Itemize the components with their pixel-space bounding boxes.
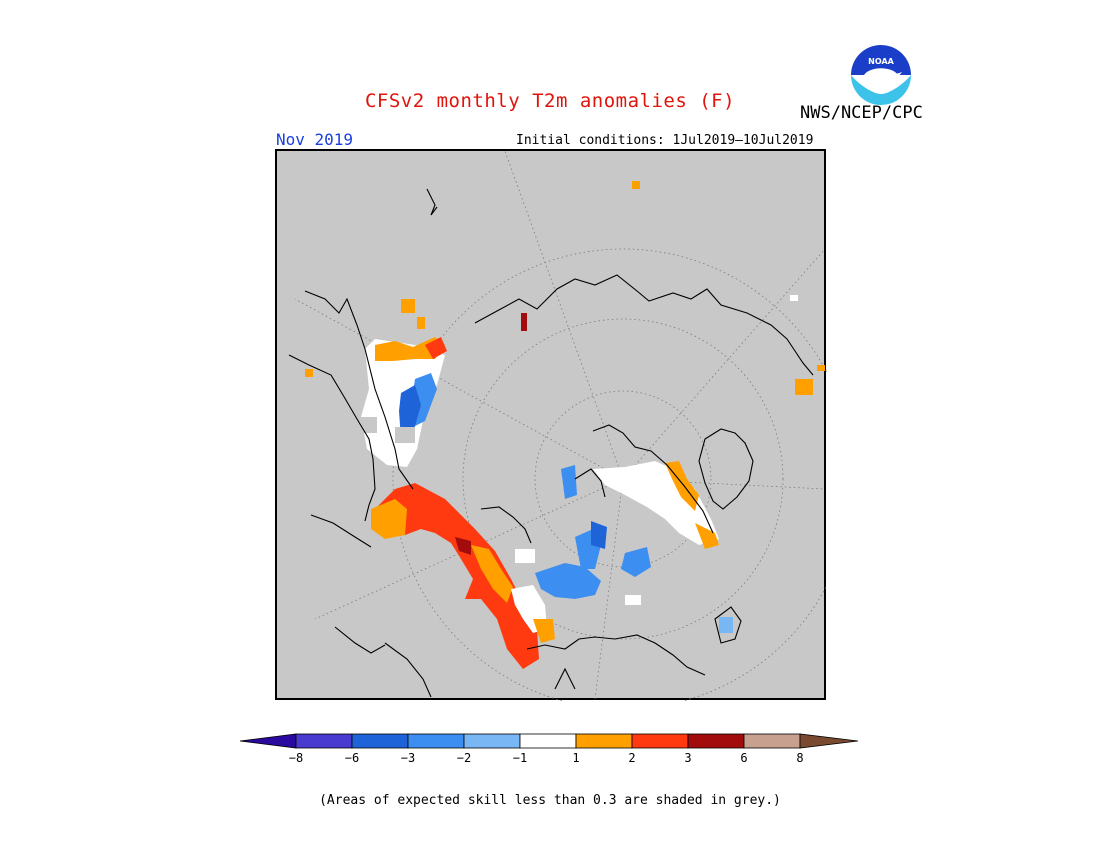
colorbar-arrow-left — [239, 733, 297, 749]
colorbar-label: 2 — [628, 751, 635, 765]
colorbar-swatch — [575, 733, 633, 749]
colorbar-swatch — [463, 733, 521, 749]
asia-anomaly — [593, 461, 719, 549]
colorbar-swatch — [631, 733, 689, 749]
latitude-circle-mid — [462, 318, 784, 640]
colorbar-label: 3 — [684, 751, 691, 765]
polar-map — [275, 149, 827, 701]
noaa-logo: NOAA — [848, 42, 914, 108]
colorbar-label: 8 — [796, 751, 803, 765]
colorbar-swatch — [407, 733, 465, 749]
forecast-month: Nov 2019 — [276, 130, 354, 149]
colorbar-swatch — [687, 733, 745, 749]
meridian — [594, 478, 624, 700]
initial-conditions: Initial conditions: 1Jul2019–10Jul2019 — [516, 133, 814, 148]
colorbar-label: 1 — [572, 751, 579, 765]
agency-label: NWS/NCEP/CPC — [800, 103, 923, 123]
meridian — [622, 248, 826, 480]
skill-footnote: (Areas of expected skill less than 0.3 a… — [319, 793, 781, 808]
colorbar-arrow-right — [799, 733, 859, 749]
colorbar-labels: −8 −6 −3 −2 −1 1 2 3 6 8 — [289, 751, 804, 765]
graticule — [294, 150, 827, 701]
colorbar-swatch — [743, 733, 801, 749]
colorbar: −8 −6 −3 −2 −1 1 2 3 6 8 — [239, 733, 859, 765]
colorbar-swatch — [295, 733, 353, 749]
map-frame — [275, 149, 826, 700]
colorbar-label: 6 — [740, 751, 747, 765]
coastlines — [288, 188, 814, 698]
colorbar-swatch — [351, 733, 409, 749]
colorbar-swatch — [519, 733, 577, 749]
colorbar-swatches — [239, 733, 859, 749]
colorbar-label: −2 — [457, 751, 471, 765]
logo-text: NOAA — [868, 57, 894, 66]
colorbar-label: −8 — [289, 751, 303, 765]
chart-title: CFSv2 monthly T2m anomalies (F) — [364, 90, 736, 112]
latitude-circle-inner — [534, 390, 712, 568]
north-america-anomaly — [371, 465, 733, 669]
meridian — [294, 298, 624, 480]
colorbar-label: −3 — [401, 751, 415, 765]
colorbar-label: −1 — [513, 751, 527, 765]
colorbar-label: −6 — [345, 751, 359, 765]
